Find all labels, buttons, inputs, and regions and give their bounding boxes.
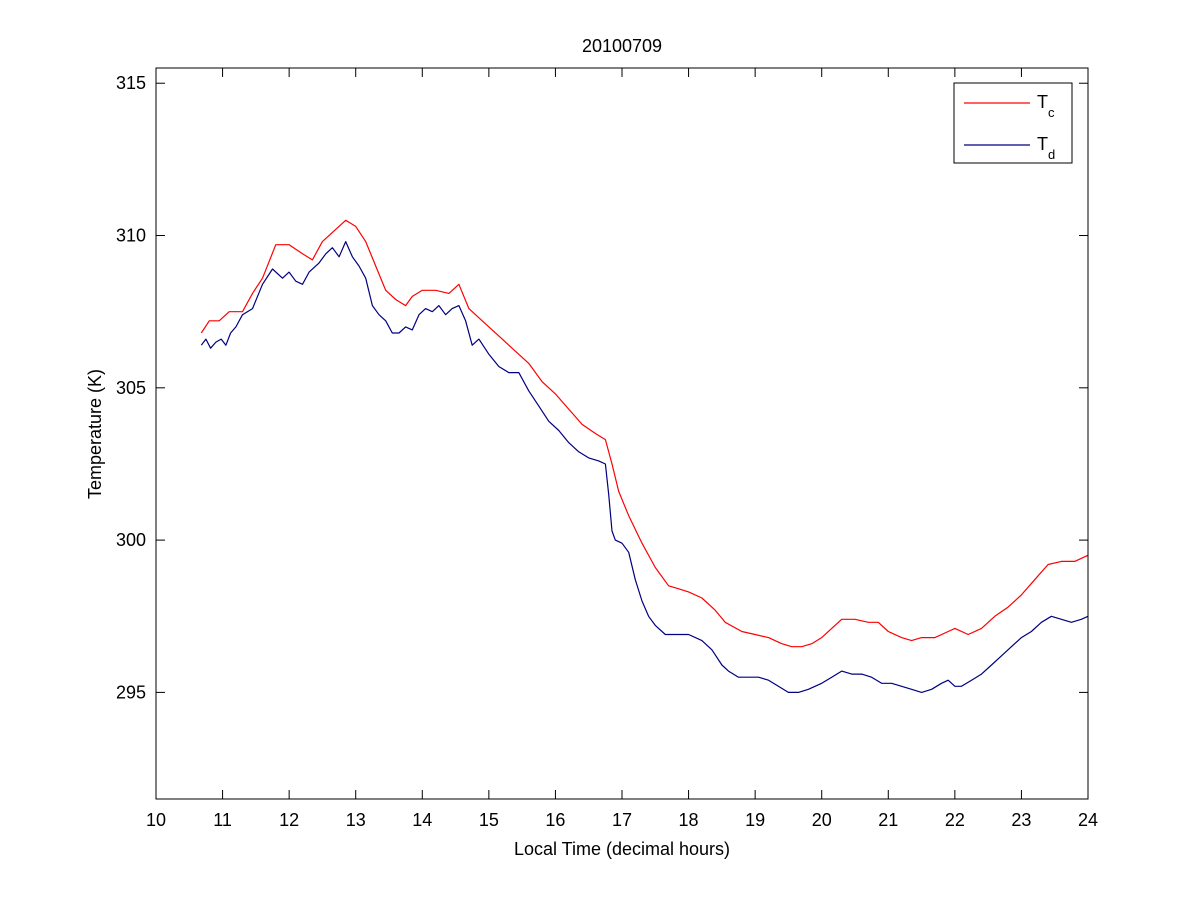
x-tick-label: 14 [412, 810, 432, 830]
x-tick-label: 23 [1011, 810, 1031, 830]
chart-title: 20100709 [582, 36, 662, 56]
y-tick-label: 310 [116, 226, 146, 246]
x-tick-label: 18 [679, 810, 699, 830]
series-layer [200, 219, 1089, 694]
y-axis-ticks: 295 300 305 310 315 [116, 73, 1088, 702]
series-line-c [200, 219, 1089, 648]
legend-label-c: Tc [1037, 92, 1055, 120]
legend-box [953, 82, 1073, 164]
x-tick-label: 21 [878, 810, 898, 830]
x-tick-label: 16 [545, 810, 565, 830]
x-tick-label: 19 [745, 810, 765, 830]
y-tick-label: 300 [116, 530, 146, 550]
x-tick-label: 22 [945, 810, 965, 830]
y-tick-label: 305 [116, 378, 146, 398]
x-tick-label: 15 [479, 810, 499, 830]
y-tick-label: 315 [116, 73, 146, 93]
x-axis-ticks: 10 11 12 13 14 15 16 17 18 19 20 21 22 23 24 [146, 68, 1098, 830]
x-tick-label: 12 [279, 810, 299, 830]
y-axis-label: Temperature (K) [85, 369, 105, 499]
legend-label-main: T [1037, 92, 1048, 112]
x-axis-label: Local Time (decimal hours) [514, 839, 730, 859]
legend-label-subscript: d [1048, 147, 1055, 162]
x-tick-label: 24 [1078, 810, 1098, 830]
legend-label-d: Td [1037, 134, 1055, 162]
x-tick-label: 10 [146, 810, 166, 830]
y-tick-label: 295 [116, 682, 146, 702]
x-tick-label: 13 [346, 810, 366, 830]
legend-label-main: T [1037, 134, 1048, 154]
plot-background [156, 68, 1088, 799]
x-tick-label: 17 [612, 810, 632, 830]
legend-label-subscript: c [1048, 105, 1055, 120]
x-tick-label: 20 [812, 810, 832, 830]
x-tick-label: 11 [213, 810, 232, 830]
series-line-d [200, 241, 1089, 694]
